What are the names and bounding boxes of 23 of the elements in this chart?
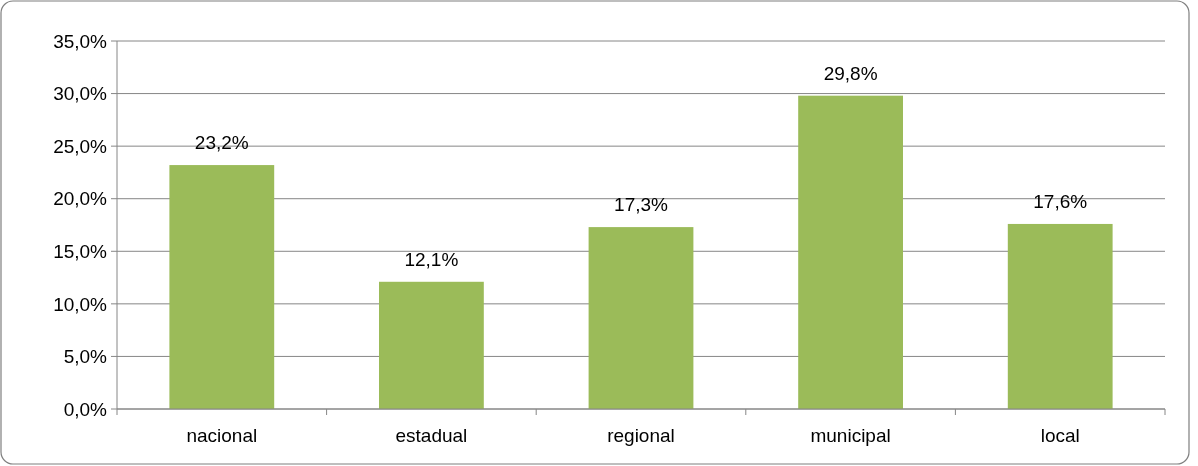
y-tick-label: 30,0%: [53, 83, 108, 105]
bar: [798, 95, 903, 409]
data-label: 29,8%: [823, 62, 878, 84]
bar: [1007, 223, 1113, 409]
bar: [379, 281, 484, 409]
data-label: 12,1%: [404, 248, 459, 270]
x-tick-label: estadual: [395, 425, 468, 446]
data-label: 17,3%: [614, 194, 669, 216]
y-tick-label: 10,0%: [53, 293, 108, 315]
y-tick-label: 25,0%: [53, 135, 108, 157]
x-tick-label: regional: [607, 425, 675, 446]
bar: [588, 227, 694, 409]
data-label: 17,6%: [1033, 190, 1088, 212]
y-tick-label: 15,0%: [53, 240, 108, 262]
bar: [169, 165, 275, 409]
data-label: 23,2%: [194, 132, 249, 154]
x-tick-label: nacional: [186, 425, 258, 446]
y-tick-label: 20,0%: [53, 188, 108, 210]
y-tick-label: 5,0%: [63, 346, 108, 368]
x-tick-label: municipal: [810, 425, 891, 446]
y-tick-label: 0,0%: [63, 398, 108, 420]
x-tick-label: local: [1040, 425, 1080, 446]
y-tick-label: 35,0%: [53, 30, 108, 52]
